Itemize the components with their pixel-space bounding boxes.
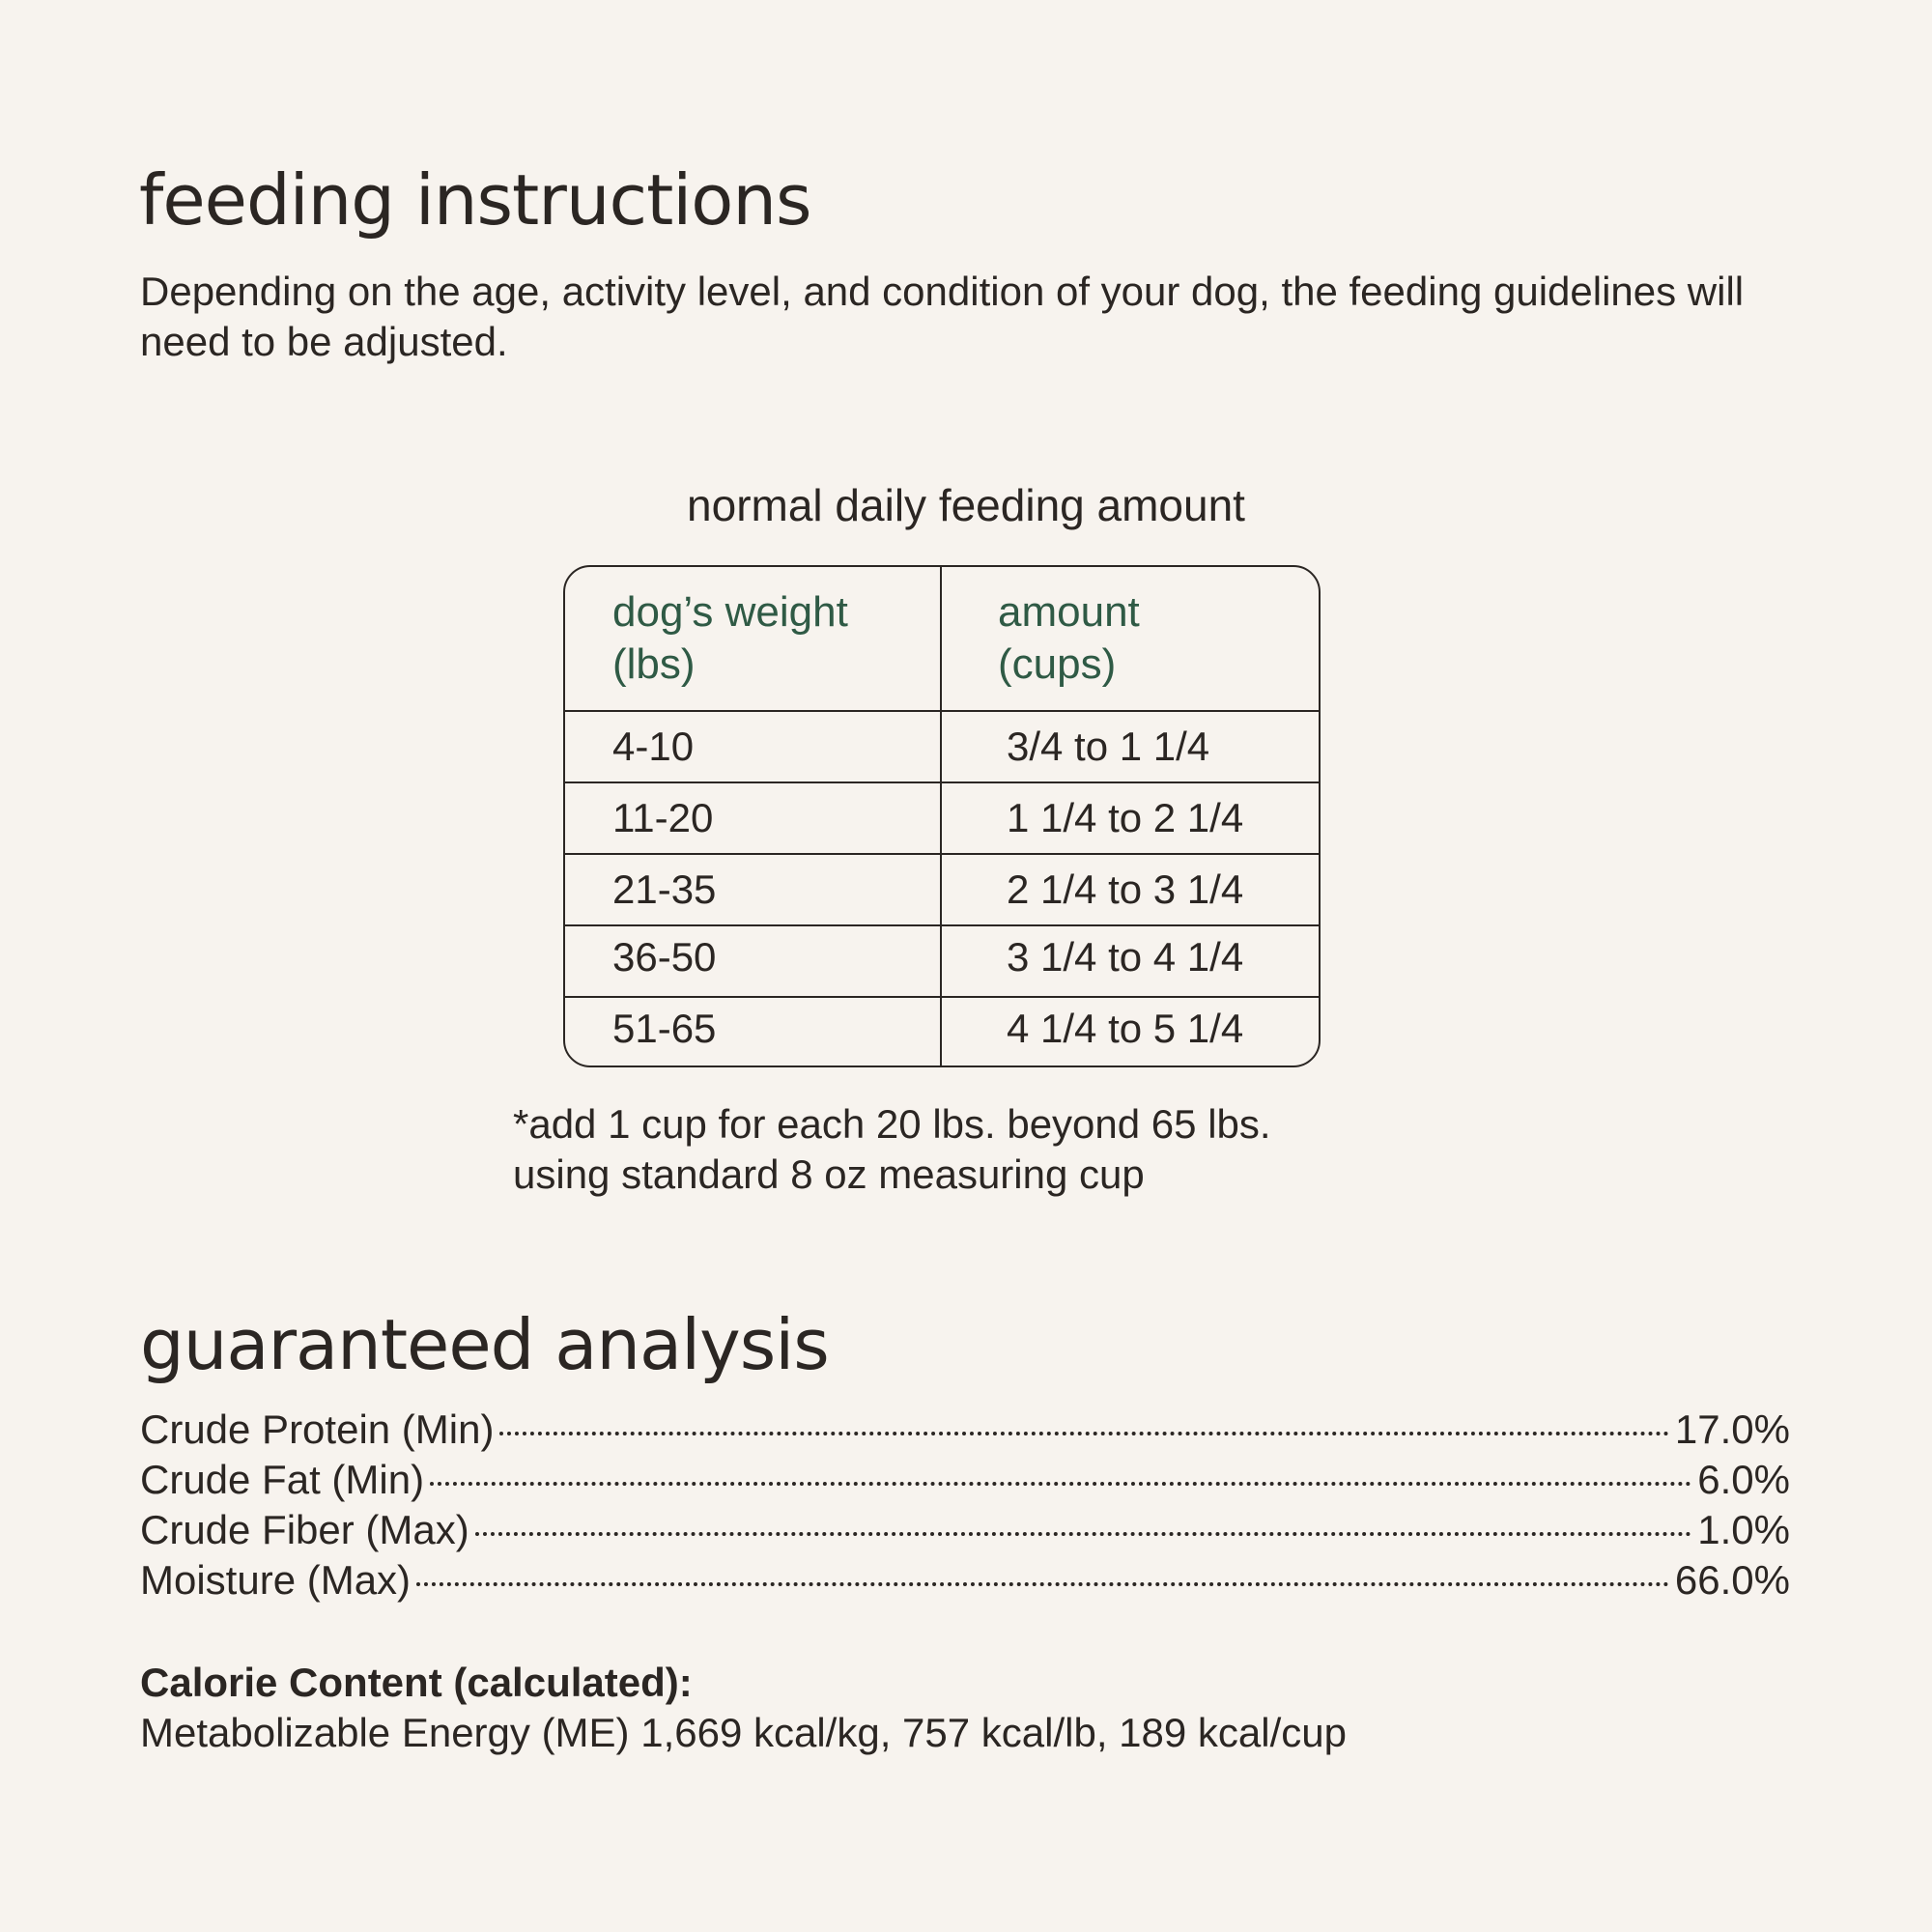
calorie-text: Metabolizable Energy (ME) 1,669 kcal/kg,… bbox=[140, 1710, 1347, 1755]
cell: 51-65 bbox=[612, 1006, 717, 1051]
cell: 2 1/4 to 3 1/4 bbox=[1007, 867, 1244, 912]
table-title: normal daily feeding amount bbox=[0, 479, 1932, 531]
row-line bbox=[565, 853, 1319, 855]
analysis-row: Moisture (Max) 66.0% bbox=[140, 1557, 1790, 1604]
cell: 3 1/4 to 4 1/4 bbox=[1007, 934, 1244, 980]
nutrient-value: 66.0% bbox=[1674, 1557, 1790, 1603]
row-line bbox=[565, 924, 1319, 926]
analysis-row: Crude Fat (Min) 6.0% bbox=[140, 1457, 1790, 1503]
cell: 11-20 bbox=[612, 795, 714, 840]
cell: 36-50 bbox=[612, 934, 717, 980]
column-divider bbox=[940, 567, 942, 1065]
header-line: dog’s weight bbox=[612, 588, 848, 636]
nutrient: Crude Fat (Min) bbox=[140, 1457, 425, 1502]
analysis-title: guaranteed analysis bbox=[140, 1304, 830, 1385]
nutrient: Crude Fiber (Max) bbox=[140, 1507, 469, 1552]
header-line: amount bbox=[998, 588, 1140, 636]
calorie-heading: Calorie Content (calculated): bbox=[140, 1660, 693, 1705]
table-title-text: normal daily feeding amount bbox=[687, 480, 1245, 530]
column-header: amount (cups) bbox=[998, 586, 1140, 691]
row-line bbox=[565, 781, 1319, 783]
title: feeding instructions bbox=[139, 159, 811, 241]
nutrient: Moisture (Max) bbox=[140, 1557, 412, 1603]
leader bbox=[499, 1432, 1669, 1435]
cell: 21-35 bbox=[612, 867, 717, 912]
cell: 3/4 to 1 1/4 bbox=[1007, 724, 1210, 769]
leader bbox=[430, 1482, 1692, 1486]
footnote: using standard 8 oz measuring cup bbox=[513, 1151, 1145, 1197]
row-line bbox=[565, 710, 1319, 712]
analysis-row: Crude Fiber (Max) 1.0% bbox=[140, 1507, 1790, 1553]
feeding-table: dog’s weight (lbs) amount (cups) 4-10 3/4 … bbox=[563, 565, 1321, 1067]
nutrient-value: 1.0% bbox=[1697, 1507, 1790, 1552]
cell: 4 1/4 to 5 1/4 bbox=[1007, 1006, 1244, 1051]
intro-text: Depending on the age, activity level, an… bbox=[140, 269, 1745, 364]
header-line: (lbs) bbox=[612, 640, 696, 688]
nutrient-value: 17.0% bbox=[1674, 1406, 1790, 1452]
column-header: dog’s weight (lbs) bbox=[612, 586, 848, 691]
cell: 1 1/4 to 2 1/4 bbox=[1007, 795, 1244, 840]
header-line: (cups) bbox=[998, 640, 1117, 688]
footnote: *add 1 cup for each 20 lbs. beyond 65 lb… bbox=[513, 1101, 1271, 1147]
nutrient: Crude Protein (Min) bbox=[140, 1406, 495, 1452]
row-line bbox=[565, 996, 1319, 998]
nutrient-value: 6.0% bbox=[1697, 1457, 1790, 1502]
leader bbox=[416, 1582, 1669, 1586]
cell: 4-10 bbox=[612, 724, 695, 769]
analysis-row: Crude Protein (Min) 17.0% bbox=[140, 1406, 1790, 1453]
leader bbox=[474, 1532, 1692, 1536]
